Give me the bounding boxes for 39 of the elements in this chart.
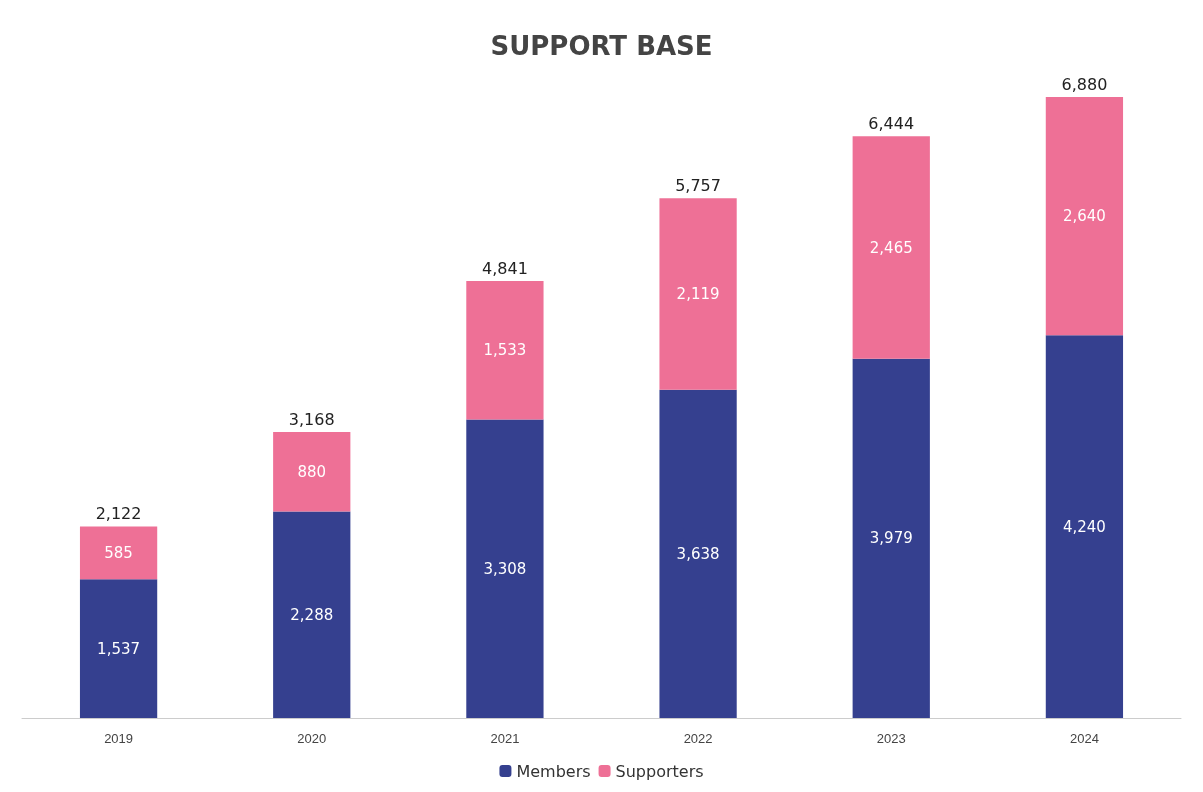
data-label: 1,533 bbox=[483, 341, 527, 360]
data-label: 2,465 bbox=[869, 238, 913, 257]
data-label: 2,119 bbox=[676, 285, 720, 303]
bar bbox=[1045, 335, 1124, 718]
legend-label: Members bbox=[516, 761, 591, 781]
data-label: 3,638 bbox=[676, 544, 720, 563]
x-tick-label: 2020 bbox=[297, 731, 327, 746]
data-label: 880 bbox=[297, 462, 327, 481]
data-label: 3,979 bbox=[869, 529, 913, 548]
data-label: 1,537 bbox=[97, 639, 141, 658]
bar bbox=[79, 526, 158, 580]
bar bbox=[852, 358, 930, 718]
total-label: 4,841 bbox=[482, 258, 528, 278]
bar bbox=[273, 432, 351, 512]
data-label: 2,640 bbox=[1062, 207, 1106, 226]
x-tick-label: 2024 bbox=[1069, 731, 1099, 746]
legend-label: Supporters bbox=[615, 761, 704, 781]
bar bbox=[273, 511, 351, 718]
bar bbox=[659, 198, 737, 390]
total-label: 6,880 bbox=[1061, 74, 1108, 94]
data-label: 4,240 bbox=[1062, 517, 1106, 536]
data-label: 2,288 bbox=[290, 605, 334, 624]
bar bbox=[659, 389, 737, 718]
bar bbox=[466, 419, 544, 718]
bar bbox=[466, 281, 544, 420]
bar bbox=[79, 579, 158, 718]
data-label: 585 bbox=[104, 543, 133, 562]
total-label: 5,757 bbox=[675, 175, 721, 195]
x-tick-label: 2023 bbox=[876, 731, 906, 746]
total-label: 6,444 bbox=[868, 113, 915, 133]
bar bbox=[1045, 97, 1124, 336]
x-tick-label: 2019 bbox=[104, 731, 134, 746]
x-tick-label: 2021 bbox=[490, 731, 520, 746]
chart-title: SUPPORT BASE bbox=[490, 31, 713, 61]
data-label: 3,308 bbox=[483, 559, 527, 578]
total-label: 2,122 bbox=[95, 503, 142, 523]
x-tick-label: 2022 bbox=[683, 731, 713, 746]
total-label: 3,168 bbox=[288, 409, 335, 429]
bar bbox=[852, 136, 930, 359]
